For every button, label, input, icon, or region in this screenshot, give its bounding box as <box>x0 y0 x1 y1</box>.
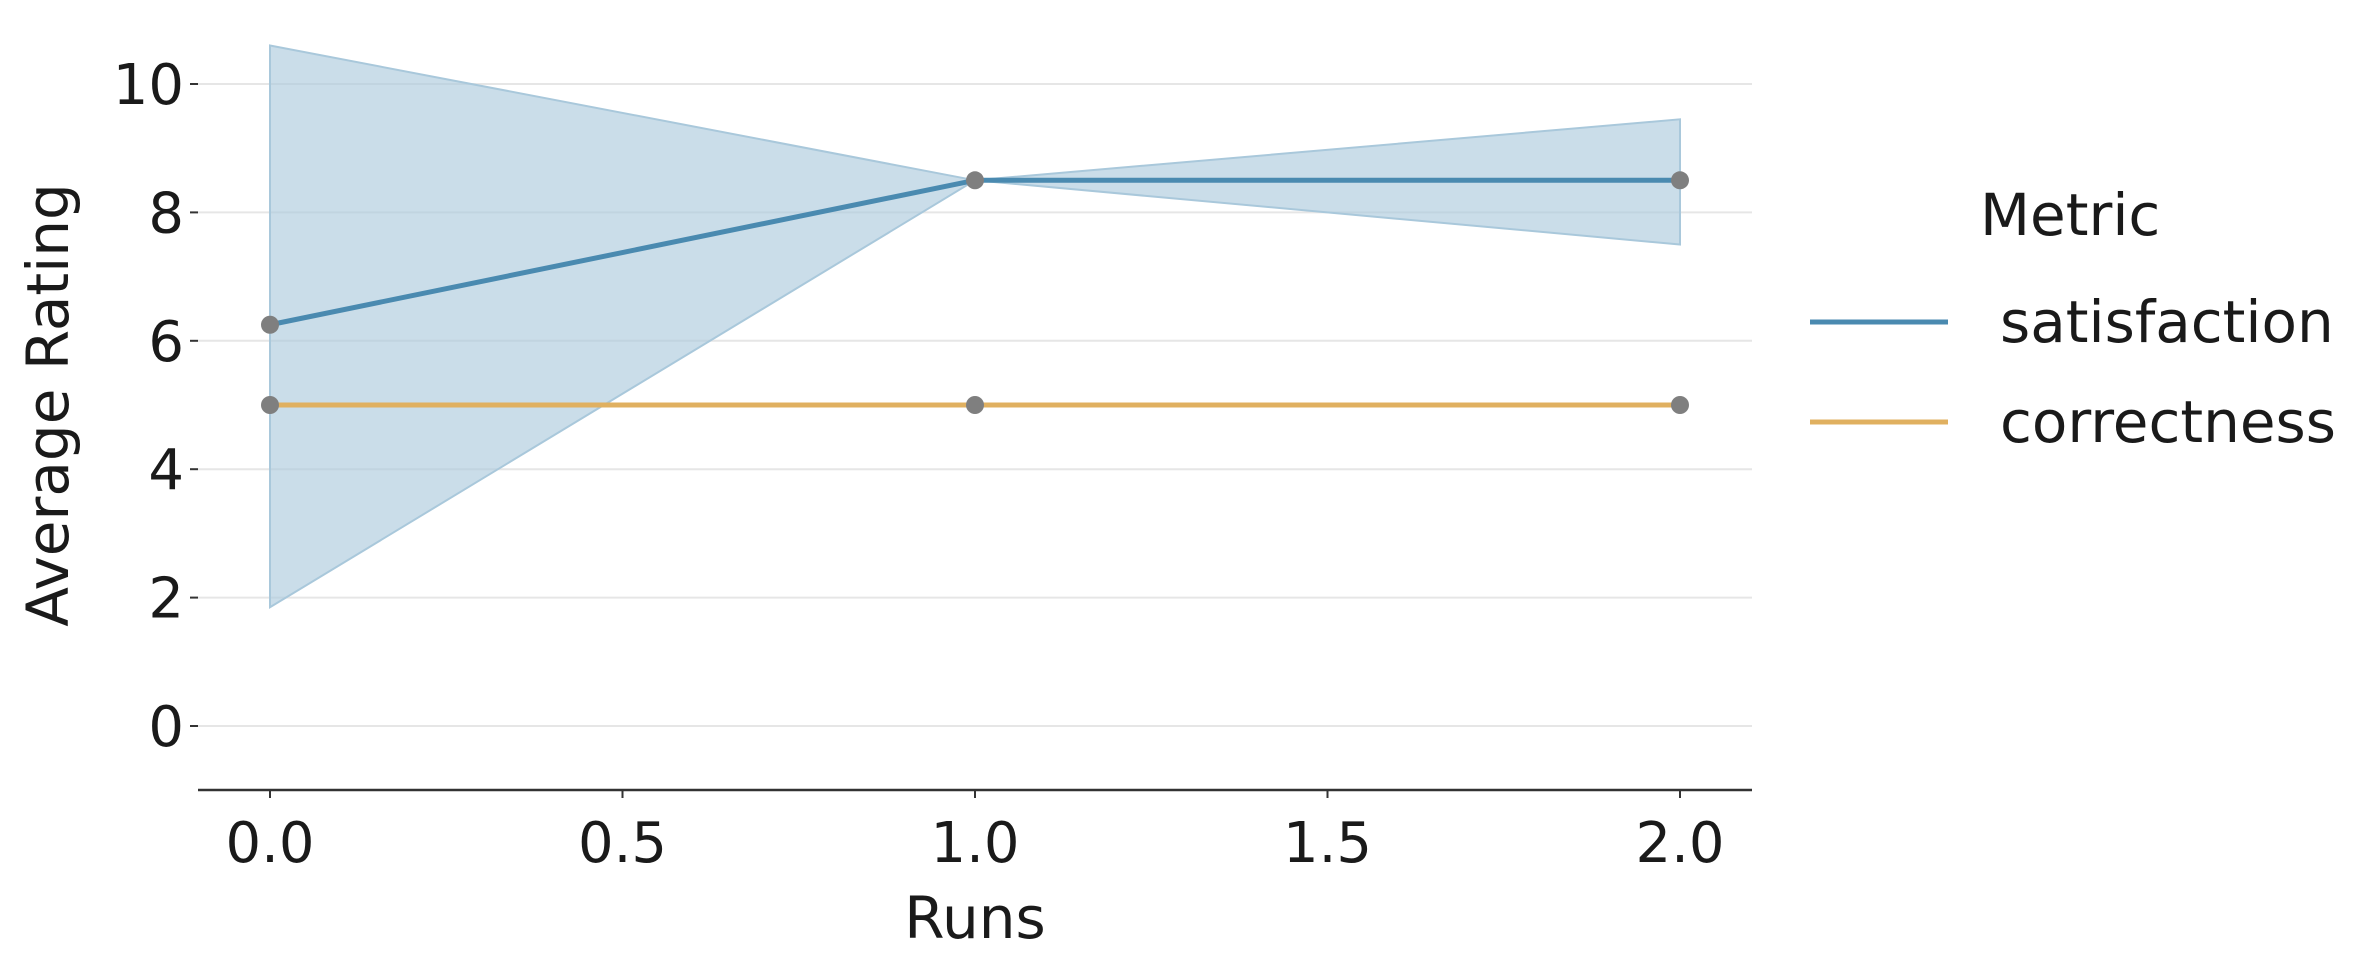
legend: Metric satisfaction correctness <box>1810 181 2336 456</box>
x-axis-title: Runs <box>904 884 1045 952</box>
point-satisfaction <box>1671 171 1689 190</box>
x-tick-label: 0.5 <box>578 811 667 876</box>
y-tick-label: 10 <box>113 53 184 118</box>
x-tick-label: 1.5 <box>1283 811 1372 876</box>
legend-label-satisfaction: satisfaction <box>2000 288 2334 356</box>
legend-label-correctness: correctness <box>2000 388 2336 456</box>
y-tick-label: 6 <box>148 310 184 375</box>
y-tick-label: 8 <box>148 181 184 246</box>
point-satisfaction <box>966 171 984 190</box>
x-tick-label: 0.0 <box>225 811 314 876</box>
x-tick-label: 2.0 <box>1635 811 1724 876</box>
ci-band-satisfaction <box>269 44 1681 610</box>
data-markers <box>261 171 1689 414</box>
y-tick-label: 2 <box>148 567 184 632</box>
y-tick-label: 4 <box>148 438 184 503</box>
point-satisfaction <box>261 315 279 334</box>
point-correctness <box>966 396 984 414</box>
y-tick-label: 0 <box>148 695 184 760</box>
tick-labels: 0 2 4 6 8 10 0.0 0.5 1.0 1.5 2.0 <box>113 53 1725 876</box>
point-correctness <box>261 396 279 414</box>
y-axis-title: Average Rating <box>14 183 82 627</box>
axes <box>190 83 1752 798</box>
point-correctness <box>1671 396 1689 414</box>
legend-title: Metric <box>1980 181 2160 249</box>
x-tick-label: 1.0 <box>930 811 1019 876</box>
confidence-bands <box>269 44 1681 610</box>
